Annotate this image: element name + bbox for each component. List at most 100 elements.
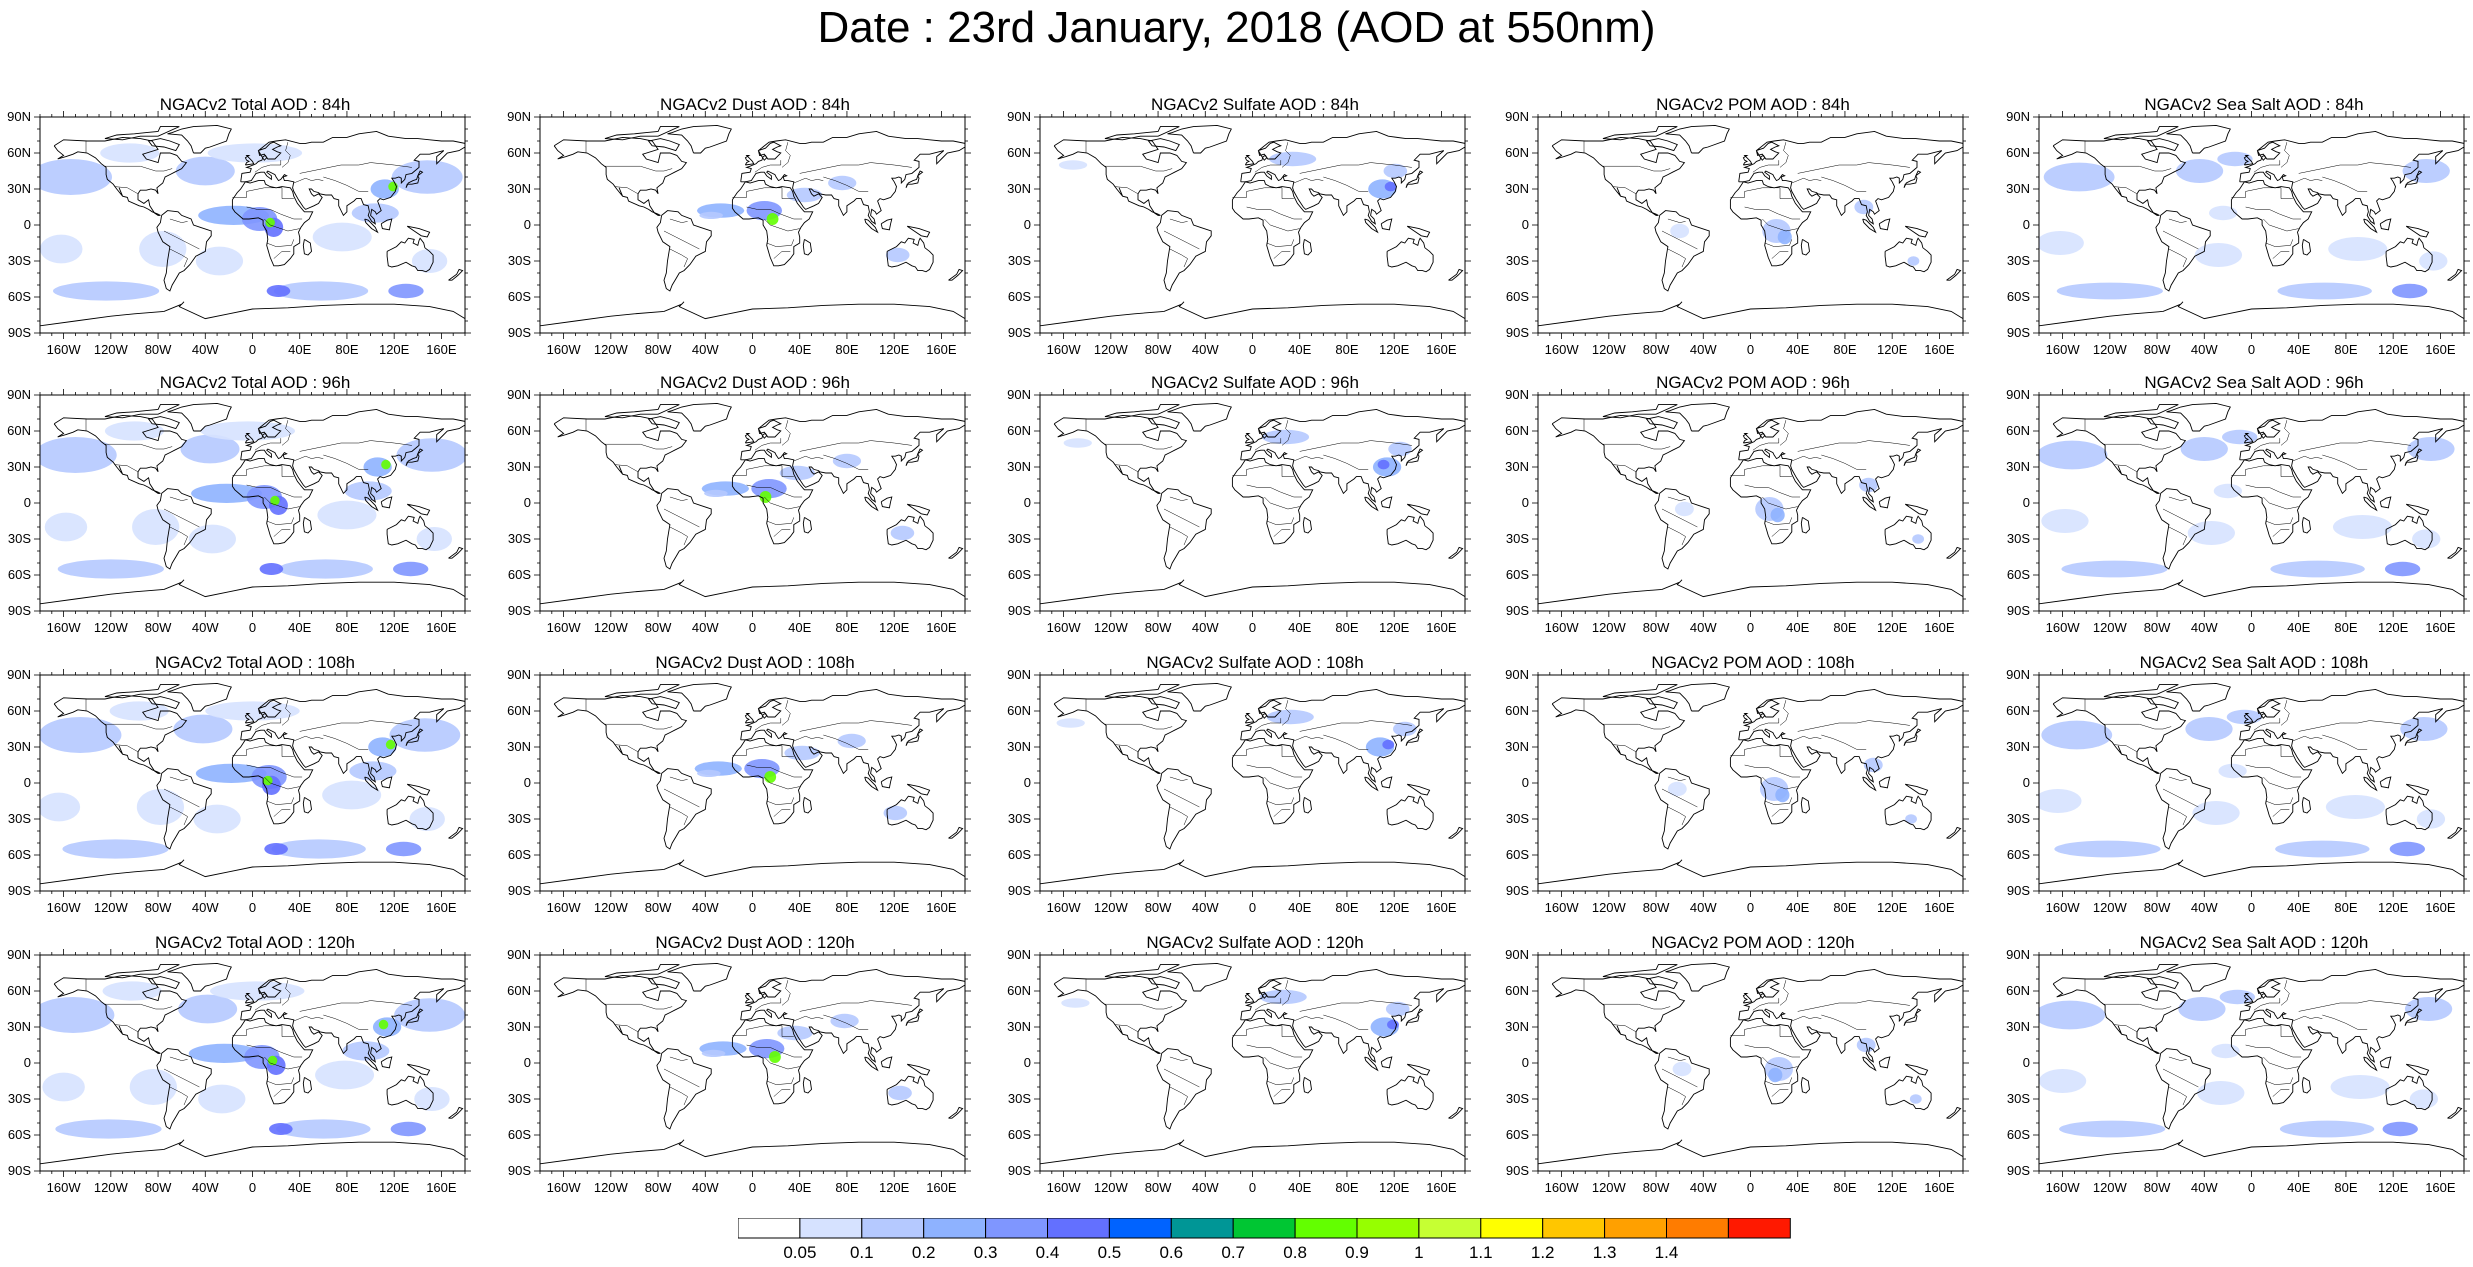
- lon-tick-label: 160E: [1924, 620, 1955, 635]
- coastlines: [1537, 682, 1964, 885]
- aod-patch: [40, 997, 115, 1033]
- country-border: [1232, 465, 1294, 477]
- aod-patch: [390, 1121, 427, 1137]
- coastline: [406, 503, 431, 516]
- country-border: [746, 764, 803, 778]
- coastline: [2155, 1048, 2211, 1130]
- country-border: [1762, 776, 1798, 790]
- aod-patch: [378, 1019, 389, 1030]
- coastline: [1903, 170, 1922, 188]
- coastline: [948, 268, 964, 281]
- country-border: [823, 454, 869, 470]
- aod-patch: [777, 1025, 813, 1041]
- lon-tick-label: 80W: [2144, 1180, 2171, 1195]
- country-border: [1752, 438, 1780, 451]
- lon-tick-label: 160E: [1426, 342, 1457, 357]
- coastline: [1302, 1077, 1312, 1094]
- lon-tick-label: 40E: [2287, 900, 2310, 915]
- lon-tick-label: 80W: [2144, 900, 2171, 915]
- lat-tick-label: 90N: [2006, 109, 2030, 124]
- coastline: [1167, 402, 1232, 432]
- coastline: [2405, 225, 2430, 238]
- world-map: 90N 60N 30N 0 30S 60S 90S 160W 120W 80W 40W 0 40E 80E…: [1505, 387, 1969, 635]
- coastline: [886, 795, 934, 831]
- colorbar-label: 0.5: [1098, 1243, 1122, 1262]
- lon-tick-label: 160E: [1924, 900, 1955, 915]
- coastline: [906, 225, 931, 238]
- coastline: [53, 974, 188, 1054]
- country-border: [823, 1014, 869, 1030]
- coastline: [2404, 728, 2423, 746]
- aod-patch: [191, 483, 262, 503]
- lon-tick-label: 40W: [1192, 342, 1219, 357]
- coastline: [1039, 859, 1466, 885]
- lat-tick-label: 60N: [1505, 423, 1529, 438]
- coastline: [647, 976, 680, 990]
- lat-tick-label: 30S: [1008, 811, 1031, 826]
- country-border: [823, 176, 869, 192]
- coastline: [1448, 826, 1464, 839]
- country-border: [2168, 496, 2187, 501]
- lat-tick-label: 30N: [1505, 1019, 1529, 1034]
- country-border: [1797, 1000, 1910, 1012]
- country-border: [1762, 1056, 1798, 1070]
- aod-patch: [832, 453, 862, 469]
- aod-patch: [2384, 561, 2421, 577]
- country-border: [2292, 455, 2323, 462]
- lon-tick-label: 120E: [2378, 342, 2409, 357]
- aod-patch: [394, 998, 465, 1032]
- map-panel: NGACv2 Dust AOD : 120h 90N 60N 30N 0 30S 60S 90…: [507, 933, 971, 1223]
- country-border: [1246, 206, 1303, 220]
- aod-patch: [396, 438, 465, 472]
- country-border: [663, 508, 700, 528]
- coastline: [2405, 503, 2430, 516]
- coastline: [2385, 515, 2433, 551]
- country-border: [2253, 160, 2281, 173]
- coastline: [880, 776, 893, 789]
- country-border: [1169, 526, 1188, 546]
- aod-patch: [2054, 840, 2161, 858]
- aod-patch: [1383, 163, 1408, 179]
- aod-patch: [1384, 181, 1397, 192]
- colorbar-label: 1.3: [1593, 1243, 1617, 1262]
- country-border: [1744, 764, 1801, 778]
- lat-tick-label: 0: [24, 1055, 31, 1070]
- panel-title: NGACv2 Sulfate AOD : 96h: [1151, 373, 1359, 392]
- coastline: [886, 515, 934, 551]
- coastline: [880, 496, 893, 509]
- country-border: [2103, 1003, 2172, 1010]
- lon-tick-label: 40W: [192, 342, 219, 357]
- country-border: [781, 420, 791, 446]
- coastlines: [1039, 962, 1466, 1165]
- lat-tick-label: 0: [524, 775, 531, 790]
- aod-patch: [40, 234, 83, 264]
- panel-title: NGACv2 Dust AOD : 96h: [660, 373, 850, 392]
- coastline: [647, 696, 680, 710]
- coastline: [1729, 458, 1812, 545]
- country-borders: [1085, 141, 1412, 268]
- aod-patch: [2185, 717, 2233, 741]
- aod-patch: [349, 761, 397, 781]
- country-border: [2280, 980, 2290, 1006]
- aod-patch: [2382, 1121, 2418, 1137]
- lon-tick-label: 160E: [926, 342, 957, 357]
- country-border: [2253, 718, 2281, 731]
- lon-tick-label: 40E: [788, 620, 811, 635]
- lat-tick-label: 0: [1024, 775, 1031, 790]
- aod-patch: [265, 217, 275, 228]
- lon-tick-label: 160W: [1545, 342, 1580, 357]
- country-border: [232, 745, 294, 757]
- coastline: [2155, 768, 2211, 850]
- coastline: [656, 210, 712, 292]
- lon-tick-label: 40W: [1690, 1180, 1717, 1195]
- colorbar-box: [799, 1217, 863, 1239]
- country-border: [1821, 734, 1867, 750]
- lon-tick-label: 40W: [2191, 900, 2218, 915]
- aod-patch: [759, 491, 772, 503]
- country-border: [1169, 248, 1188, 268]
- lat-tick-label: 30N: [1007, 459, 1031, 474]
- coastlines: [39, 124, 466, 327]
- country-border: [2168, 806, 2187, 826]
- coastline: [1862, 218, 1877, 234]
- lon-tick-label: 80W: [645, 620, 672, 635]
